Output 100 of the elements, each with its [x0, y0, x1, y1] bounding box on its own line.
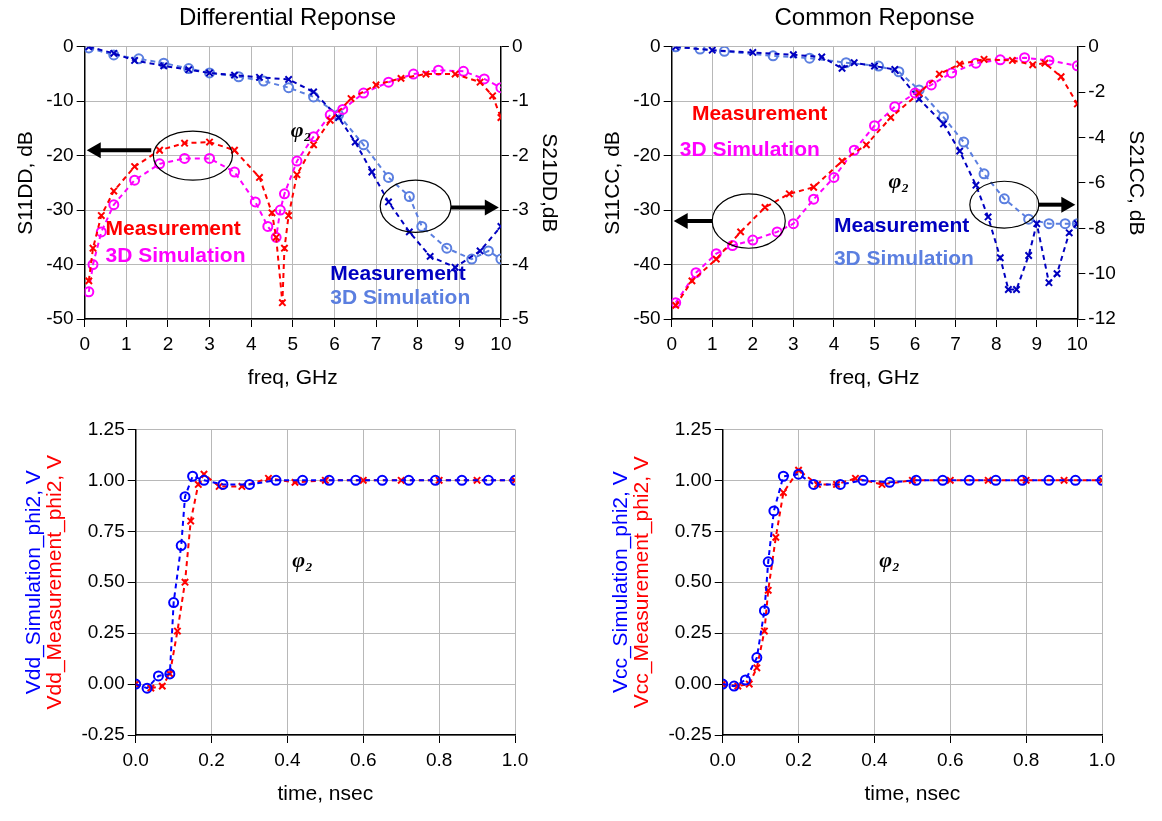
y2-tick-label: -8 [1088, 216, 1106, 238]
y2-axis-title: S21CC, dB [1125, 130, 1149, 236]
x-tick-label: 0.0 [122, 748, 149, 770]
y-tick-label: -50 [46, 307, 74, 329]
series-label: 3D Simulation [330, 285, 471, 309]
x-tick-label: 5 [869, 332, 880, 354]
point [416, 220, 428, 232]
point [794, 465, 803, 475]
x-tick-label: 4 [828, 332, 840, 354]
point [728, 680, 740, 692]
point [95, 226, 107, 238]
point [877, 480, 887, 489]
point [270, 474, 282, 486]
point [152, 670, 164, 682]
point [108, 199, 120, 211]
point [850, 58, 859, 67]
annotation: φ₂ [888, 168, 910, 194]
point [837, 64, 847, 73]
point [785, 189, 794, 198]
annotation: φ₂ [290, 116, 312, 142]
y-tick-label: 0.00 [674, 672, 712, 694]
point [255, 173, 264, 182]
point [979, 55, 989, 64]
y-tick-label: 0.75 [674, 519, 712, 541]
point [262, 220, 274, 232]
y2-tick-label: -12 [1088, 307, 1116, 329]
point [284, 75, 293, 84]
point [475, 246, 485, 256]
point [130, 162, 139, 171]
y-tick-label: -40 [46, 252, 74, 274]
point [1043, 218, 1055, 230]
point [758, 605, 770, 617]
point [828, 171, 840, 183]
x-axis-title: time, nsec [864, 781, 961, 805]
point [779, 488, 788, 497]
y-tick-label: -50 [633, 307, 661, 329]
point [280, 244, 289, 253]
point [1024, 251, 1033, 260]
point [475, 78, 485, 87]
point [214, 482, 224, 491]
point [760, 626, 769, 636]
series-label: 3D Simulation [679, 136, 820, 160]
x-tick-label: 8 [990, 332, 1002, 354]
point [832, 480, 841, 489]
x-tick-label: 4 [245, 332, 257, 354]
point [1028, 60, 1037, 69]
point [155, 146, 164, 155]
point [434, 476, 444, 485]
point [946, 67, 958, 79]
point [984, 476, 993, 485]
x-tick-label: 2 [162, 332, 174, 354]
point [913, 84, 925, 96]
x-tick-label: 10 [1066, 332, 1088, 354]
point [809, 183, 818, 192]
point [747, 234, 759, 246]
point [383, 76, 395, 88]
point [733, 681, 743, 691]
point [739, 674, 751, 686]
x-tick-label: 0.8 [1012, 748, 1040, 770]
x-tick-label: 5 [287, 332, 299, 354]
point [910, 474, 922, 486]
point [233, 71, 245, 83]
x-tick-label: 10 [490, 332, 512, 354]
chart-title: Differential Reponse [178, 3, 397, 31]
point [482, 474, 494, 486]
point [84, 286, 95, 298]
y2-tick-label: -2 [1088, 80, 1106, 102]
point [710, 248, 722, 260]
y-tick-label: 0 [63, 35, 74, 57]
point [284, 211, 293, 220]
point [1052, 269, 1062, 278]
point [229, 166, 241, 178]
y-tick-label: -0.25 [668, 723, 712, 745]
x-tick-label: 0.4 [274, 748, 302, 770]
y2-tick-label: -10 [1088, 261, 1116, 283]
point [358, 87, 370, 99]
point [88, 244, 98, 253]
point [873, 60, 885, 72]
point [994, 54, 1006, 66]
point [939, 119, 948, 129]
point [472, 476, 482, 485]
point [787, 218, 799, 230]
point [762, 556, 774, 568]
point [998, 193, 1010, 205]
y-tick-label: 0.50 [87, 570, 125, 592]
x-tick-label: 0.2 [785, 748, 812, 770]
point [230, 70, 239, 80]
point [217, 478, 229, 490]
point [996, 253, 1005, 262]
point [309, 87, 318, 97]
point [817, 52, 826, 62]
point [264, 474, 273, 483]
text: Vcc_Simulation_phi2, V [608, 471, 632, 694]
point [955, 146, 964, 156]
point [712, 254, 721, 264]
y2-tick-label: -3 [511, 198, 529, 220]
y2-tick-label: -2 [511, 143, 529, 165]
x-axis-title: freq, GHz [247, 365, 338, 389]
x-tick-label: 9 [1031, 332, 1043, 354]
point [97, 211, 106, 220]
